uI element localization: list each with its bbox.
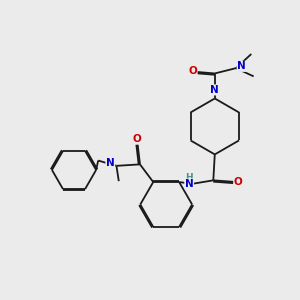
Text: O: O [234,176,243,187]
Text: N: N [210,85,219,95]
Text: N: N [185,179,194,189]
Text: N: N [237,61,246,71]
Text: O: O [132,134,141,144]
Text: H: H [185,173,193,182]
Text: O: O [188,66,197,76]
Text: N: N [106,158,115,169]
